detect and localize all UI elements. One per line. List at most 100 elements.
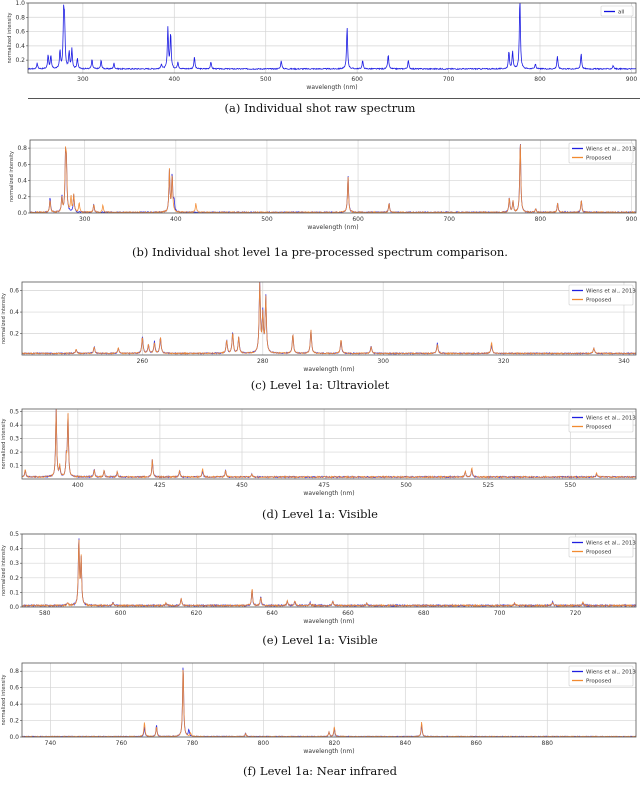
series-group <box>22 667 636 737</box>
y-tick-label: 0.3 <box>9 560 19 567</box>
y-tick-label: 0.6 <box>9 288 19 295</box>
series-line <box>30 144 636 213</box>
legend-label: Proposed <box>586 298 611 304</box>
chart-ultraviolet: 260 280 300 320 340 0.2 0.4 0.6 wavelength (nm) n… <box>1 281 637 373</box>
caption-a: (a) Individual shot raw spectrum <box>224 101 416 115</box>
grid <box>22 282 636 355</box>
legend-label: Wiens et al., 2013 <box>586 289 636 295</box>
y-tick-label: 0.4 <box>15 43 25 50</box>
x-tick-label: 840 <box>400 740 412 747</box>
x-tick-label: 700 <box>443 76 455 83</box>
plot-frame <box>27 2 637 74</box>
chart-near-infrared: 740 760 780 800 820 840 860 880 0.0 0.2 0.4 0.6 0.8 w… <box>1 662 637 755</box>
legend: Wiens et al., 2013 Proposed <box>568 536 636 558</box>
x-tick-label: 400 <box>170 216 182 223</box>
y-tick-label: 0.2 <box>17 194 27 201</box>
series-line <box>22 282 636 355</box>
series-group <box>30 143 636 213</box>
x-tick-label: 800 <box>535 216 547 223</box>
y-axis-label: normalized intensity <box>9 151 15 202</box>
series-line <box>22 409 636 479</box>
x-tick-label: 280 <box>257 358 269 365</box>
x-tick-label: 620 <box>191 610 203 617</box>
panel-a: 300 400 500 600 700 800 900 0.2 0.4 0.6 0.8 1.0 wave… <box>0 0 640 120</box>
chart-raw-spectrum: 300 400 500 600 700 800 900 0.2 0.4 0.6 0.8 1.0 wave… <box>7 0 638 91</box>
x-tick-label: 500 <box>400 482 412 489</box>
x-tick-label: 800 <box>534 76 546 83</box>
y-tick-label: 0.8 <box>15 14 25 21</box>
series-group <box>22 538 636 607</box>
chart-visible-2: 580 600 620 640 660 680 700 720 0.0 0.1 0.2 0.3 0.4 0… <box>1 531 637 625</box>
y-axis-label: normalized intensity <box>7 12 13 63</box>
y-tick-label: 0.6 <box>9 685 19 692</box>
y-tick-label: 0.4 <box>9 422 19 429</box>
x-tick-label: 900 <box>626 76 638 83</box>
plot-frame <box>21 408 637 480</box>
y-tick-label: 0.1 <box>9 589 19 596</box>
x-tick-label: 300 <box>79 216 91 223</box>
y-tick-label: 0.2 <box>9 449 19 456</box>
legend: Wiens et al., 2013 Proposed <box>568 665 636 687</box>
y-tick-label: 0.8 <box>9 668 19 675</box>
legend: Wiens et al., 2013 Proposed <box>568 284 636 306</box>
legend-label: Wiens et al., 2013 <box>586 670 636 676</box>
x-tick-label: 800 <box>258 740 270 747</box>
chart-visible-1: 400 425 450 475 500 525 550 0.1 0.2 0.3 0.4 0.5 wave… <box>1 408 637 497</box>
y-tick-label: 0.2 <box>9 718 19 725</box>
x-tick-label: 680 <box>418 610 430 617</box>
y-tick-label: 0.1 <box>9 463 19 470</box>
legend: Wiens et al., 2013 Proposed <box>568 411 636 433</box>
y-axis-label: normalized intensity <box>1 293 7 344</box>
y-tick-label: 0.6 <box>17 161 27 168</box>
series-group <box>22 282 636 355</box>
caption-b: (b) Individual shot level 1a pre-process… <box>132 245 508 259</box>
y-tick-label: 0.4 <box>9 546 19 553</box>
series-line <box>22 409 636 479</box>
legend-label: Wiens et al., 2013 <box>586 541 636 547</box>
y-axis-label: normalized intensity <box>1 418 7 469</box>
legend-label: Wiens et al., 2013 <box>586 147 636 153</box>
y-tick-label: 0.8 <box>17 145 27 152</box>
x-tick-label: 660 <box>342 610 354 617</box>
y-tick-label: 0.5 <box>9 409 19 416</box>
grid <box>22 663 636 738</box>
series-line <box>30 143 636 213</box>
x-axis-label: wavelength (nm) <box>303 618 354 625</box>
legend-label: Wiens et al., 2013 <box>586 416 636 422</box>
divider <box>28 98 640 99</box>
caption-f: (f) Level 1a: Near infrared <box>243 764 397 778</box>
y-tick-label: 0.4 <box>17 178 27 185</box>
x-tick-label: 525 <box>483 482 495 489</box>
plot-frame <box>21 533 637 608</box>
x-tick-label: 475 <box>318 482 330 489</box>
plot-frame <box>29 139 637 214</box>
series-group <box>28 3 636 71</box>
x-tick-label: 500 <box>260 76 272 83</box>
y-tick-label: 0.6 <box>15 29 25 36</box>
grid <box>22 409 636 479</box>
panel-b: 300 400 500 600 700 800 900 0.0 0.2 0.4 0.6 0.8 wave… <box>0 125 640 265</box>
x-tick-label: 760 <box>116 740 128 747</box>
caption-d: (d) Level 1a: Visible <box>262 507 378 521</box>
y-tick-label: 0.4 <box>9 309 19 316</box>
x-tick-label: 600 <box>352 216 364 223</box>
legend: Wiens et al., 2013 Proposed <box>568 142 636 164</box>
y-tick-label: 0.2 <box>9 331 19 338</box>
x-axis-label: wavelength (nm) <box>307 224 358 231</box>
series-line <box>22 669 636 737</box>
x-axis-label: wavelength (nm) <box>303 748 354 755</box>
y-tick-label: 0.0 <box>9 734 19 741</box>
x-tick-label: 600 <box>351 76 363 83</box>
legend-label: all <box>618 10 625 16</box>
x-axis-label: wavelength (nm) <box>303 366 354 373</box>
x-tick-label: 700 <box>494 610 506 617</box>
y-tick-label: 0.3 <box>9 436 19 443</box>
y-tick-label: 0.5 <box>9 531 19 538</box>
y-axis-label: normalized intensity <box>1 674 7 725</box>
x-tick-label: 820 <box>329 740 341 747</box>
x-tick-label: 860 <box>471 740 483 747</box>
x-tick-label: 260 <box>137 358 149 365</box>
y-tick-label: 0.2 <box>9 575 19 582</box>
y-axis-label: normalized intensity <box>1 545 7 596</box>
x-tick-label: 450 <box>236 482 248 489</box>
